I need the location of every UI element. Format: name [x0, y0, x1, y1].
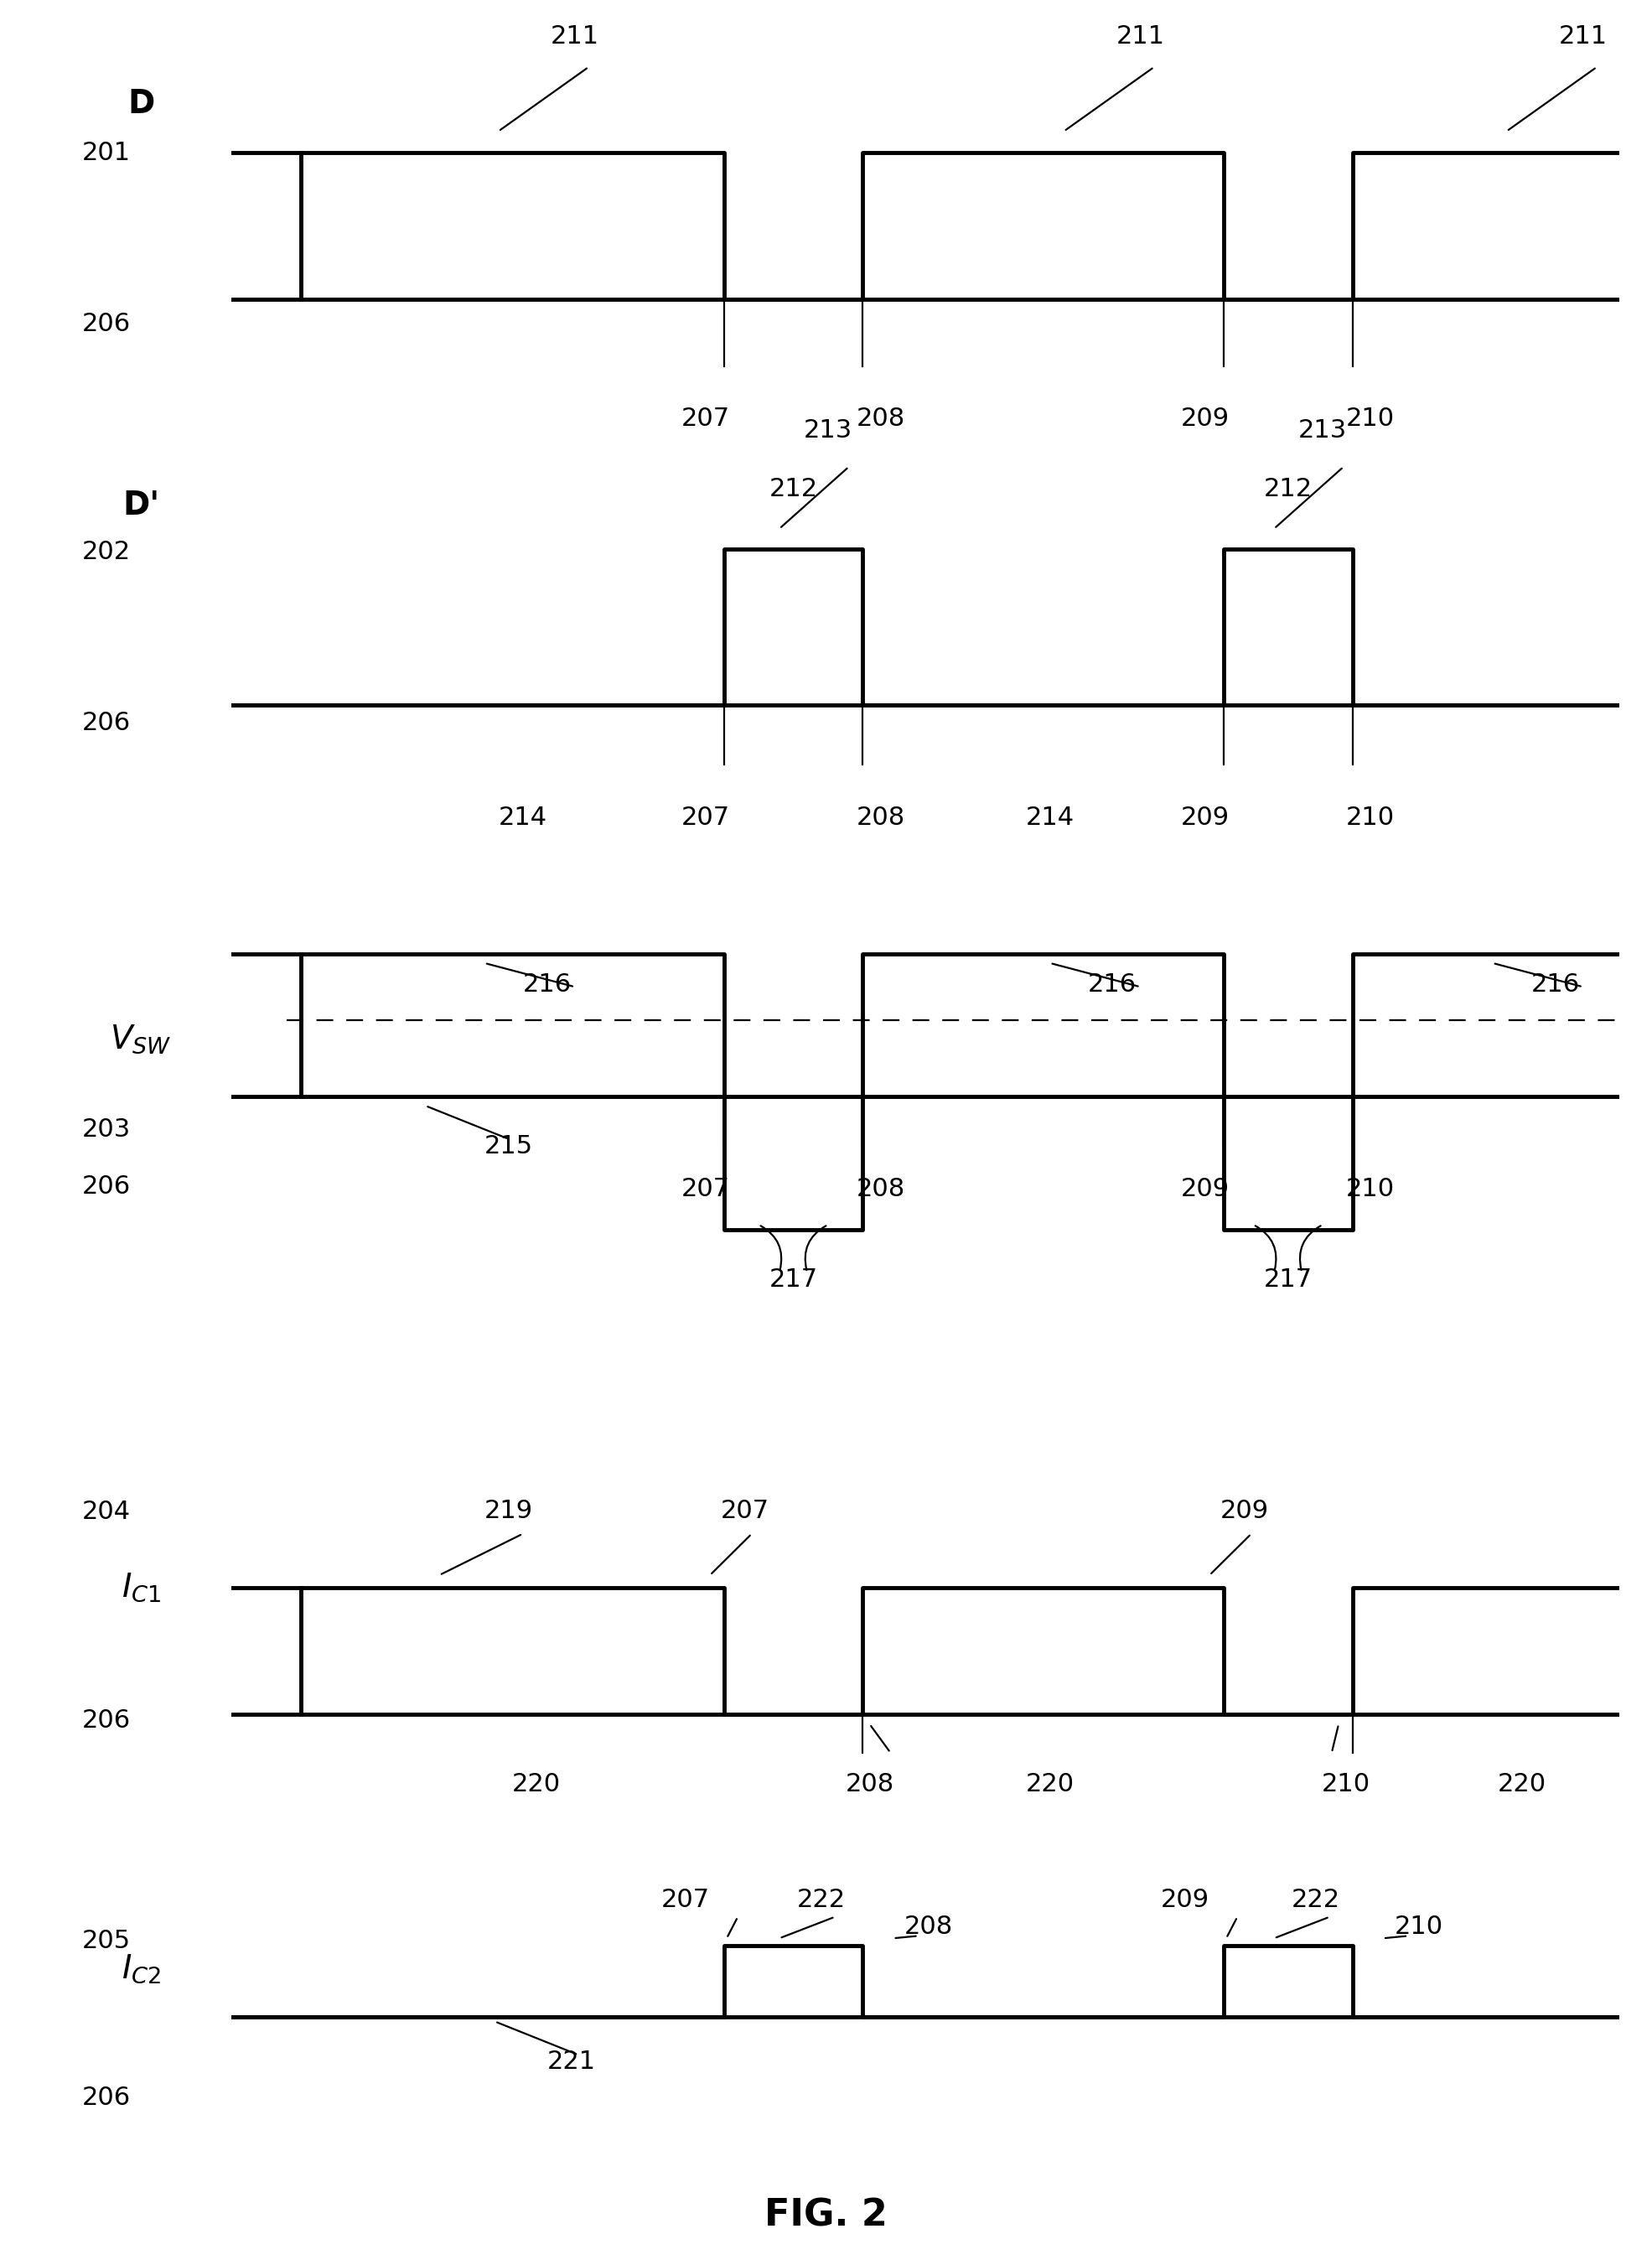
- Text: 209: 209: [1181, 1178, 1229, 1200]
- Text: 208: 208: [846, 1771, 894, 1796]
- Text: 206: 206: [83, 1708, 131, 1733]
- Text: 221: 221: [547, 2050, 596, 2075]
- Text: 219: 219: [484, 1499, 534, 1522]
- Text: 207: 207: [682, 806, 730, 829]
- Text: 222: 222: [1292, 1889, 1340, 1912]
- Text: 209: 209: [1181, 405, 1229, 430]
- Text: FIG. 2: FIG. 2: [765, 2197, 887, 2233]
- Text: 202: 202: [83, 539, 131, 564]
- Text: 211: 211: [550, 25, 600, 48]
- Text: 206: 206: [83, 711, 131, 736]
- Text: 208: 208: [856, 806, 905, 829]
- Text: 210: 210: [1346, 405, 1394, 430]
- Text: 207: 207: [720, 1499, 770, 1522]
- Text: D': D': [122, 489, 160, 521]
- Text: 213: 213: [1298, 419, 1346, 442]
- Text: 207: 207: [682, 1178, 730, 1200]
- Text: 222: 222: [796, 1889, 846, 1912]
- Text: 214: 214: [499, 806, 547, 829]
- Text: 212: 212: [1264, 478, 1312, 501]
- Text: 214: 214: [1026, 806, 1074, 829]
- Text: 203: 203: [83, 1117, 131, 1142]
- Text: 210: 210: [1394, 1914, 1442, 1939]
- Text: 220: 220: [1497, 1771, 1546, 1796]
- Text: 213: 213: [803, 419, 852, 442]
- Text: 215: 215: [484, 1135, 534, 1157]
- Text: 211: 211: [1558, 25, 1607, 48]
- Text: 210: 210: [1322, 1771, 1370, 1796]
- Text: 206: 206: [83, 313, 131, 335]
- Text: 208: 208: [856, 405, 905, 430]
- Text: 207: 207: [682, 405, 730, 430]
- Text: 210: 210: [1346, 1178, 1394, 1200]
- Text: 216: 216: [1089, 972, 1137, 997]
- Text: 216: 216: [522, 972, 572, 997]
- Text: 204: 204: [83, 1499, 131, 1524]
- Text: 209: 209: [1161, 1889, 1209, 1912]
- Text: 206: 206: [83, 2086, 131, 2109]
- Text: 210: 210: [1346, 806, 1394, 829]
- Text: 205: 205: [83, 1928, 131, 1952]
- Text: 211: 211: [1115, 25, 1165, 48]
- Text: 206: 206: [83, 1176, 131, 1198]
- Text: 209: 209: [1181, 806, 1229, 829]
- Text: $I_{C2}$: $I_{C2}$: [121, 1952, 160, 1986]
- Text: 217: 217: [768, 1266, 818, 1291]
- Text: 216: 216: [1531, 972, 1579, 997]
- Text: $V_{SW}$: $V_{SW}$: [111, 1024, 172, 1055]
- Text: $I_{C1}$: $I_{C1}$: [121, 1572, 160, 1604]
- Text: 209: 209: [1219, 1499, 1269, 1522]
- Text: 212: 212: [768, 478, 818, 501]
- Text: 217: 217: [1264, 1266, 1312, 1291]
- Text: D: D: [127, 88, 155, 120]
- Text: 220: 220: [512, 1771, 562, 1796]
- Text: 207: 207: [661, 1889, 710, 1912]
- Text: 208: 208: [856, 1178, 905, 1200]
- Text: 220: 220: [1026, 1771, 1074, 1796]
- Text: 208: 208: [904, 1914, 953, 1939]
- Text: 201: 201: [83, 140, 131, 165]
